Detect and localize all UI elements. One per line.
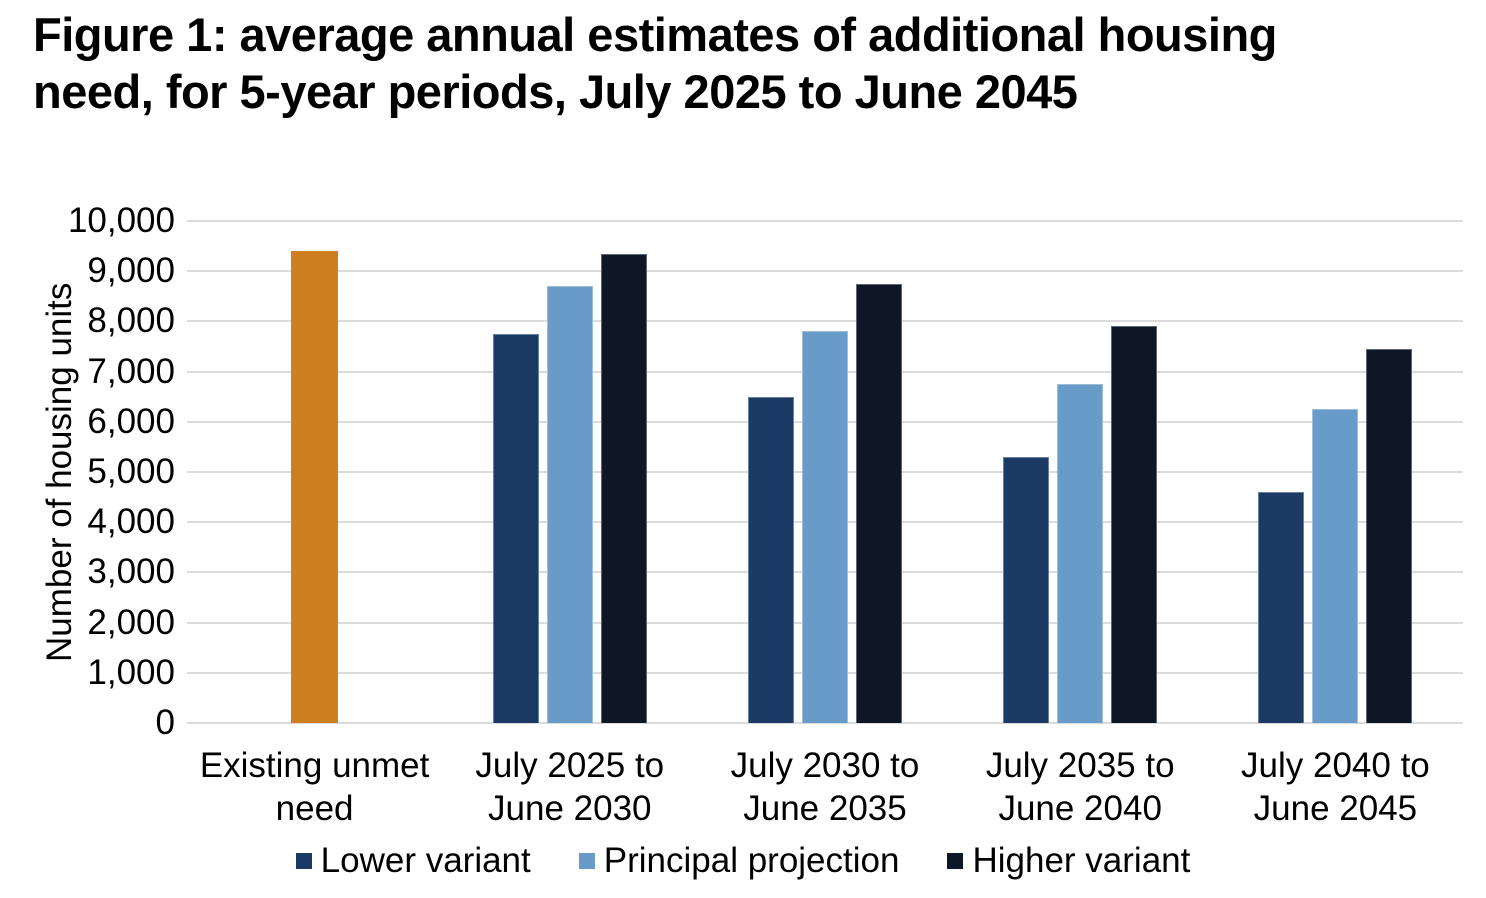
- y-tick-label: 5,000: [87, 452, 175, 491]
- legend-swatch-icon: [578, 853, 595, 869]
- x-axis-category-labels: Existing unmet need July 2025 to June 203…: [187, 744, 1463, 836]
- bar-higher-variant: [1111, 326, 1158, 723]
- bar-principal-projection: [801, 331, 848, 723]
- legend-label: Higher variant: [972, 841, 1191, 880]
- y-tick-label: 2,000: [87, 602, 175, 642]
- chart-legend: Lower variant Principal projection Higher …: [0, 841, 1486, 881]
- y-tick-label: 9,000: [87, 251, 175, 291]
- y-tick-label: 10,000: [67, 201, 175, 240]
- y-axis-tick-labels: 0 1,000 2,000 3,000 4,000 5,000 6,000 7,000 8,00…: [0, 201, 175, 742]
- x-axis-category-label: July 2025 to June 2030: [475, 746, 665, 828]
- bar-higher-variant: [1366, 349, 1413, 723]
- y-tick-label: 1,000: [87, 652, 175, 692]
- figure-title-line-2: need, for 5-year periods, July 2025 to J…: [33, 65, 1078, 118]
- bar-existing-unmet-need: [291, 251, 339, 723]
- legend-item-principal-projection: Principal projection: [578, 841, 900, 881]
- x-axis-category-label: Existing unmet need: [199, 746, 430, 828]
- y-tick-label: 4,000: [87, 502, 175, 542]
- x-axis-category-label: July 2040 to June 2045: [1241, 746, 1430, 828]
- bar-lower-variant: [1258, 492, 1305, 723]
- gridline: [187, 220, 1463, 222]
- bar-principal-projection: [1057, 384, 1104, 723]
- bar-principal-projection: [1312, 409, 1359, 723]
- y-tick-label: 8,000: [87, 301, 175, 341]
- bar-group-existing-unmet-need: [187, 221, 442, 723]
- figure-title-line-1: Figure 1: average annual estimates of ad…: [33, 8, 1277, 61]
- bar-principal-projection: [546, 286, 593, 723]
- bar-group-july-2025-to-june-2030: [442, 221, 697, 723]
- bar-group-july-2035-to-june-2040: [953, 221, 1208, 723]
- gridline: [187, 722, 1463, 724]
- gridline: [187, 320, 1463, 323]
- bar-group-july-2040-to-june-2045: [1208, 221, 1463, 723]
- legend-swatch-icon: [295, 853, 312, 869]
- legend-item-lower-variant: Lower variant: [295, 841, 531, 881]
- bar-lower-variant: [747, 396, 794, 723]
- legend-item-higher-variant: Higher variant: [947, 841, 1190, 881]
- y-tick-label: 3,000: [87, 552, 175, 592]
- y-tick-label: 6,000: [87, 401, 175, 441]
- bar-group-july-2030-to-june-2035: [697, 221, 952, 723]
- plot-area: [187, 220, 1463, 724]
- gridline: [187, 270, 1463, 273]
- y-tick-label: 7,000: [87, 351, 175, 391]
- figure-title: Figure 1: average annual estimates of ad…: [33, 6, 1277, 120]
- x-axis-category-label: July 2030 to June 2035: [730, 746, 920, 828]
- y-tick-label: 0: [155, 703, 175, 742]
- legend-label: Lower variant: [320, 841, 531, 880]
- x-axis-category-label: July 2035 to June 2040: [985, 746, 1175, 828]
- bar-lower-variant: [1003, 456, 1050, 723]
- legend-swatch-icon: [947, 853, 964, 869]
- bar-lower-variant: [492, 333, 539, 723]
- bar-higher-variant: [855, 283, 902, 723]
- bar-higher-variant: [600, 253, 647, 723]
- legend-label: Principal projection: [603, 841, 900, 880]
